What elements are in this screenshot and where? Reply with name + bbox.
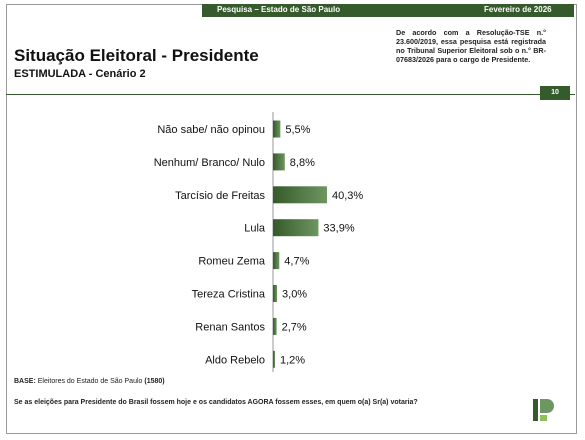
bar xyxy=(273,252,280,270)
page-subtitle: ESTIMULADA - Cenário 2 xyxy=(14,68,146,80)
category-label: Nenhum/ Branco/ Nulo xyxy=(154,157,265,169)
date-label: Fevereiro de 2026 xyxy=(484,5,552,14)
header-divider xyxy=(6,94,575,95)
page-number-badge: 10 xyxy=(540,86,570,100)
bar xyxy=(273,153,285,171)
institute-logo xyxy=(533,399,554,421)
value-label: 3,0% xyxy=(282,289,307,301)
category-label: Lula xyxy=(244,223,266,235)
base-label: BASE: xyxy=(14,378,36,385)
survey-label: Pesquisa – Estado de São Paulo xyxy=(217,5,341,14)
value-label: 2,7% xyxy=(282,321,307,333)
bar xyxy=(273,186,328,204)
category-label: Não sabe/ não opinou xyxy=(157,124,265,136)
bar xyxy=(273,285,278,302)
header-bar: Pesquisa – Estado de São Paulo Fevereiro… xyxy=(202,4,574,17)
value-label: 40,3% xyxy=(332,190,363,202)
value-label: 4,7% xyxy=(284,256,309,268)
category-label: Tereza Cristina xyxy=(192,289,266,301)
bar xyxy=(273,317,277,335)
category-label: Tarcísio de Freitas xyxy=(175,190,265,202)
base-note: BASE: Eleitores do Estado de São Paulo (… xyxy=(14,378,165,385)
category-label: Renan Santos xyxy=(195,321,265,333)
base-text: Eleitores do Estado de São Paulo xyxy=(37,378,143,385)
category-label: Aldo Rebelo xyxy=(205,354,265,366)
bar xyxy=(273,120,281,138)
value-label: 5,5% xyxy=(285,124,310,136)
value-label: 33,9% xyxy=(323,223,354,235)
base-count: (1580) xyxy=(144,378,165,385)
slide-frame xyxy=(6,4,577,434)
bar xyxy=(273,350,275,368)
bar xyxy=(273,219,319,237)
survey-question: Se as eleições para Presidente do Brasil… xyxy=(14,399,418,406)
category-label: Romeu Zema xyxy=(198,256,266,268)
page-title: Situação Eleitoral - Presidente xyxy=(14,46,259,65)
registration-note: De acordo com a Resolução-TSE n.° 23.600… xyxy=(396,28,546,64)
value-label: 1,2% xyxy=(280,354,305,366)
value-label: 8,8% xyxy=(290,157,315,169)
